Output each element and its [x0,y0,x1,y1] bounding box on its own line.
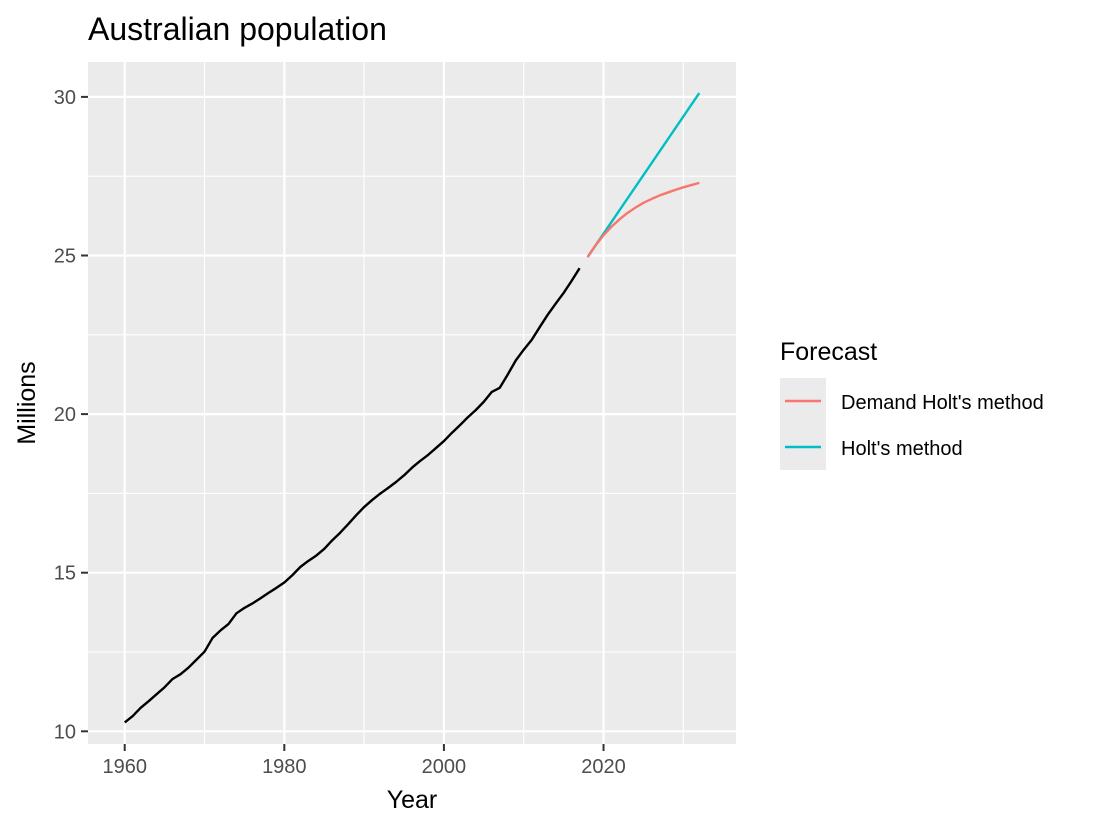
y-tick-label: 30 [54,87,76,109]
series-layer [123,92,701,724]
y-tick-label: 15 [54,563,76,585]
legend-title: Forecast [780,338,877,366]
legend: Forecast Demand Holt's method Holt's met… [780,338,1044,470]
y-tick-label: 25 [54,245,76,267]
y-tick-label: 10 [54,721,76,743]
legend-label-demand-holt: Demand Holt's method [841,392,1044,414]
x-tick-label: 1980 [262,756,307,778]
series-demand-holts-method [586,181,700,258]
major-grid [88,62,736,744]
x-tick-label: 2000 [422,756,467,778]
y-tick-label: 20 [54,404,76,426]
x-axis-ticks: 1960 1980 2000 2020 [102,744,626,778]
x-tick-label: 1960 [102,756,147,778]
y-axis-ticks: 10 15 20 25 30 [54,87,88,743]
x-tick-label: 2020 [581,756,626,778]
plot-panel [88,62,736,744]
chart-title: Australian population [88,11,387,47]
series-historical-population [123,267,581,724]
minor-grid [88,62,736,744]
series-holts-method [586,92,701,258]
y-axis-title: Millions [13,361,41,444]
x-axis-title: Year [387,786,438,814]
legend-label-holt: Holt's method [841,438,963,460]
